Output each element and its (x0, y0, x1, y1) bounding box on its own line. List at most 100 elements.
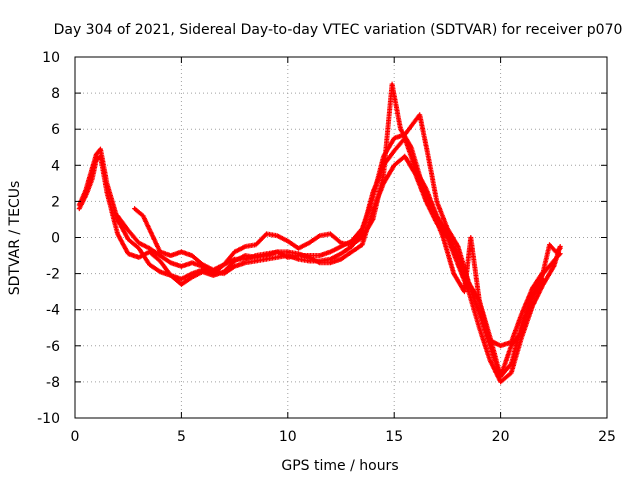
data-point (190, 261, 194, 264)
data-point (350, 250, 353, 254)
data-point (558, 247, 562, 250)
data-point (520, 330, 524, 333)
data-point (446, 227, 449, 230)
data-point (99, 147, 102, 151)
y-tick-label: 6 (51, 122, 60, 138)
x-tick-label: 0 (71, 429, 80, 445)
data-point (84, 189, 87, 192)
data-point (116, 232, 119, 236)
data-point (190, 272, 194, 275)
data-point (399, 128, 402, 131)
data-point (478, 326, 481, 329)
y-tick-label: -6 (46, 339, 60, 355)
data-point (150, 232, 153, 236)
data-point (141, 214, 145, 218)
data-point (265, 252, 268, 255)
data-point (403, 155, 407, 158)
data-point (254, 243, 258, 246)
data-point (418, 113, 421, 116)
data-point (233, 265, 236, 268)
data-point (148, 263, 151, 266)
data-point (393, 137, 396, 140)
data-point (393, 164, 396, 167)
series-markers (132, 81, 563, 349)
chart-title: Day 304 of 2021, Sidereal Day-to-day VTE… (54, 22, 623, 38)
data-point (254, 254, 258, 257)
data-point (463, 290, 466, 293)
data-point (148, 247, 151, 250)
data-point (478, 299, 481, 302)
data-series (76, 81, 563, 385)
data-point (148, 250, 151, 254)
data-point (350, 243, 353, 246)
data-point (488, 359, 492, 362)
data-point (133, 207, 136, 210)
data-point (467, 281, 470, 284)
data-point (244, 261, 247, 264)
data-point (275, 256, 279, 259)
x-tick-label: 5 (177, 429, 186, 445)
data-point (297, 247, 300, 250)
y-tick-label: -10 (37, 411, 60, 427)
data-point (499, 344, 502, 347)
data-point (520, 335, 524, 338)
data-point (318, 254, 321, 257)
data-point (78, 203, 81, 207)
data-point (127, 238, 130, 241)
data-point (435, 200, 438, 203)
data-point (190, 276, 194, 279)
data-point (201, 268, 204, 272)
data-point (361, 227, 364, 230)
data-point (339, 245, 343, 248)
data-point (393, 149, 396, 153)
x-axis-label: GPS time / hours (281, 458, 398, 474)
data-point (488, 339, 492, 342)
data-point (158, 259, 162, 263)
y-tick-label: 2 (51, 194, 60, 210)
data-point (410, 146, 413, 149)
data-point (286, 239, 289, 243)
x-tick-label: 20 (492, 429, 510, 445)
data-point (307, 241, 311, 245)
data-point (329, 261, 332, 264)
data-point (212, 272, 215, 275)
data-point (265, 232, 268, 236)
data-point (499, 375, 502, 378)
data-point (222, 272, 226, 275)
data-point (558, 252, 562, 255)
x-tick-label: 10 (279, 429, 297, 445)
data-point (158, 254, 162, 257)
data-point (382, 173, 385, 176)
data-point (297, 257, 300, 261)
data-point (297, 254, 300, 257)
series-markers (115, 112, 563, 379)
data-point (137, 241, 141, 245)
data-point (554, 250, 558, 254)
data-point (329, 232, 332, 236)
data-point (265, 257, 268, 261)
data-point (105, 182, 109, 185)
data-point (510, 371, 513, 375)
data-point (371, 218, 375, 221)
data-point (78, 207, 81, 210)
data-point (190, 254, 194, 257)
data-point (552, 265, 555, 268)
data-point (90, 167, 94, 171)
data-point (499, 380, 502, 384)
data-point (541, 270, 545, 273)
data-point (127, 229, 130, 232)
data-point (361, 243, 364, 246)
data-point (212, 268, 215, 272)
data-point (158, 250, 162, 254)
data-point (420, 182, 424, 185)
series-track-d (132, 81, 563, 349)
data-point (329, 250, 332, 254)
data-point (371, 196, 375, 199)
data-point (456, 263, 460, 266)
data-point (307, 259, 311, 263)
data-point (233, 250, 236, 254)
data-point (318, 259, 321, 263)
data-point (552, 259, 555, 263)
data-point (244, 245, 247, 248)
data-point (390, 82, 394, 86)
